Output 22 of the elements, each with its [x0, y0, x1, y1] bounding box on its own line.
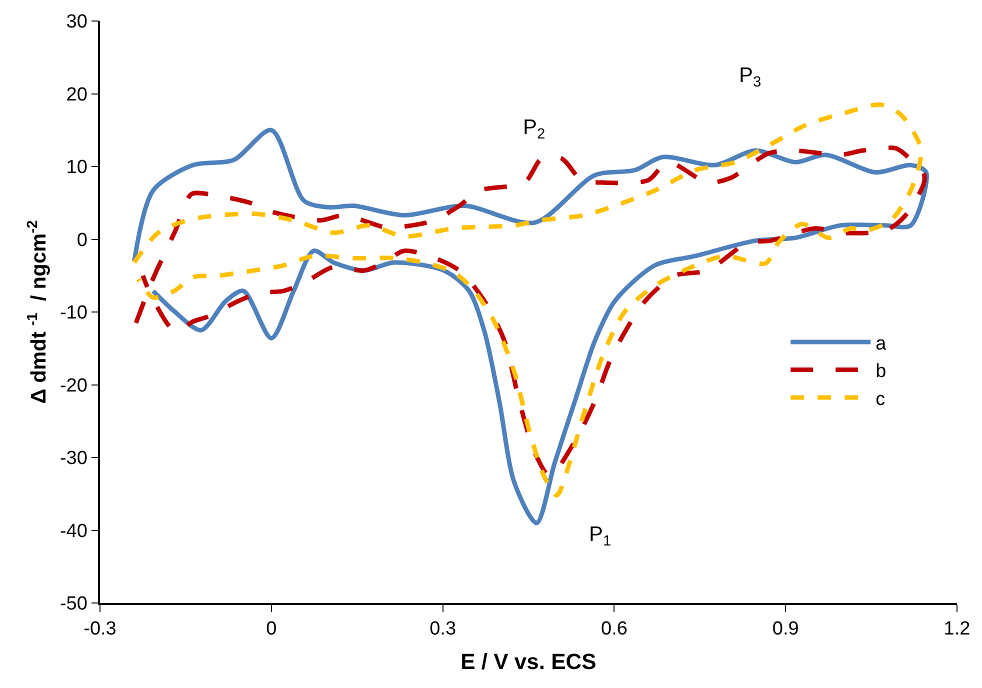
- x-tick-label: -0.3: [84, 618, 116, 640]
- y-tick-label: -30: [60, 448, 88, 470]
- y-tick-label: -20: [60, 375, 88, 396]
- y-tick-label: 30: [66, 12, 88, 33]
- y-tick-label: -10: [60, 302, 88, 324]
- y-tick-label: -50: [60, 594, 88, 615]
- x-tick-label: 1.2: [944, 618, 970, 640]
- y-tick-label: 0: [76, 230, 88, 251]
- y-tick-label: 20: [66, 84, 88, 106]
- legend-label: b: [876, 361, 886, 382]
- annotation: P$_{2}$: [523, 116, 546, 142]
- x-tick-label: 0.3: [430, 618, 456, 640]
- annotation: P$_{1}$: [589, 523, 612, 550]
- x-tick-label: 0.6: [600, 618, 628, 640]
- legend-label: a: [876, 333, 887, 354]
- annotation: P$_{3}$: [739, 64, 762, 90]
- y-tick-label: 10: [66, 157, 88, 178]
- x-axis-title: E / V vs. ECS: [460, 648, 596, 674]
- legend-label: c: [876, 388, 886, 410]
- x-tick-label: 0: [266, 618, 277, 640]
- x-tick-label: 0.9: [772, 618, 799, 640]
- y-tick-label: -40: [60, 520, 88, 542]
